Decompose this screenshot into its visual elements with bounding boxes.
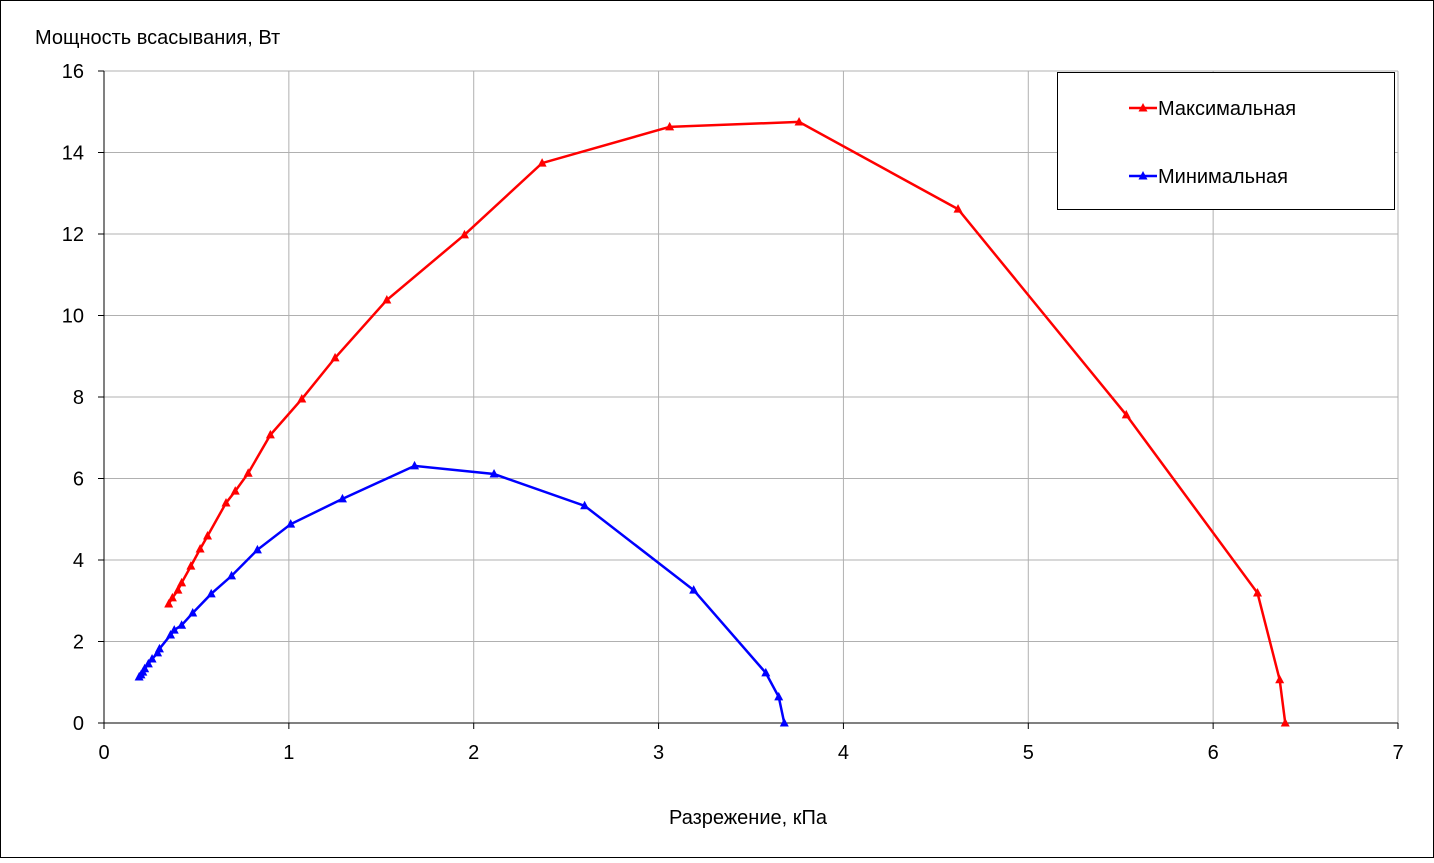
marker — [177, 620, 187, 629]
marker — [382, 295, 392, 304]
y-tick-label: 0 — [73, 713, 84, 735]
x-tick-label: 7 — [1392, 742, 1403, 764]
marker — [774, 691, 784, 701]
x-tick-label: 1 — [283, 742, 294, 764]
marker — [147, 654, 157, 663]
marker — [1121, 409, 1131, 419]
marker — [665, 121, 675, 131]
legend-label: Максимальная — [1158, 98, 1296, 120]
marker — [1275, 674, 1285, 684]
marker — [169, 625, 179, 634]
x-tick-label: 0 — [98, 742, 109, 764]
marker — [1253, 588, 1263, 597]
marker — [186, 561, 196, 570]
marker — [243, 468, 253, 477]
x-tick-label: 2 — [468, 742, 479, 764]
y-tick-label: 6 — [73, 469, 84, 491]
marker — [337, 493, 347, 503]
marker — [779, 718, 789, 727]
legend-label: Минимальная — [1158, 166, 1288, 188]
y-tick-label: 14 — [62, 143, 84, 165]
marker — [794, 116, 804, 126]
marker — [761, 667, 771, 677]
marker — [689, 585, 699, 594]
marker — [164, 599, 174, 608]
marker — [286, 519, 296, 528]
marker — [489, 469, 499, 478]
marker — [953, 204, 963, 213]
legend-marker — [1138, 171, 1148, 180]
y-tick-label: 2 — [73, 632, 84, 654]
y-tick-label: 10 — [62, 306, 84, 328]
marker — [166, 629, 176, 639]
marker — [330, 352, 340, 362]
marker — [177, 577, 187, 587]
marker — [227, 570, 237, 580]
x-tick-label: 3 — [653, 742, 664, 764]
y-tick-label: 8 — [73, 387, 84, 409]
marker — [140, 663, 150, 673]
legend-marker — [1138, 103, 1148, 112]
x-axis-title: Разрежение, кПа — [669, 807, 828, 829]
y-axis-title: Мощность всасывания, Вт — [35, 27, 280, 49]
y-tick-label: 12 — [62, 224, 84, 246]
marker — [265, 429, 275, 439]
marker — [1280, 718, 1290, 727]
marker — [203, 530, 213, 540]
marker — [195, 543, 205, 553]
x-tick-label: 4 — [838, 742, 849, 764]
x-tick-label: 6 — [1208, 742, 1219, 764]
marker — [167, 592, 177, 602]
x-tick-label: 5 — [1023, 742, 1034, 764]
marker — [537, 158, 547, 167]
legend-box — [1057, 72, 1395, 210]
y-tick-label: 4 — [73, 550, 84, 572]
marker — [221, 497, 231, 507]
marker — [206, 588, 216, 598]
marker — [188, 607, 198, 617]
marker — [252, 544, 262, 554]
marker — [410, 460, 420, 470]
marker — [143, 658, 153, 668]
marker — [173, 585, 183, 594]
marker — [580, 500, 590, 510]
marker — [154, 643, 164, 653]
y-tick-label: 16 — [62, 61, 84, 83]
marker — [459, 229, 469, 239]
marker — [297, 394, 307, 403]
marker — [230, 486, 240, 495]
